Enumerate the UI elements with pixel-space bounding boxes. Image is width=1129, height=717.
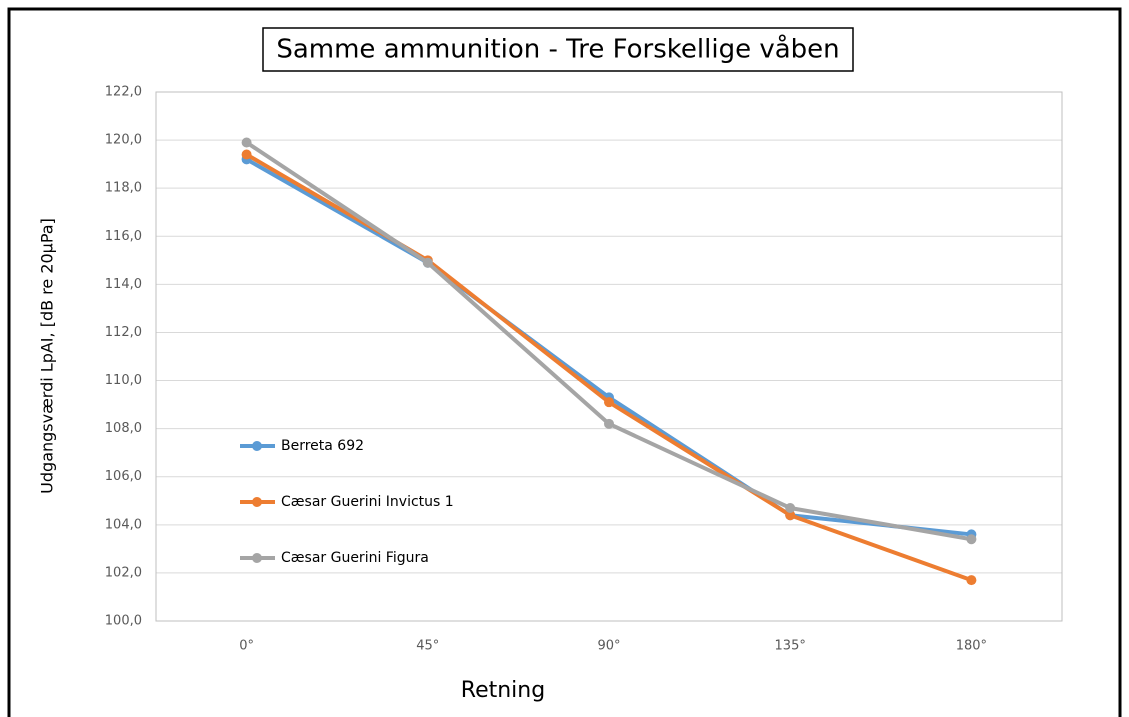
y-tick-label: 104,0 (105, 517, 142, 532)
legend-label: Berreta 692 (281, 438, 364, 454)
y-tick-label: 110,0 (105, 373, 142, 388)
y-tick-label: 116,0 (105, 229, 142, 244)
data-point (785, 510, 796, 521)
y-tick-label: 102,0 (105, 565, 142, 580)
legend-marker (252, 441, 262, 451)
x-axis-label: Retning (461, 678, 545, 703)
y-tick-label: 108,0 (105, 421, 142, 436)
x-tick-label: 45° (416, 639, 439, 654)
data-point (241, 149, 252, 160)
outer-border (7, 7, 1122, 717)
legend-marker (252, 553, 262, 563)
plot-border (155, 91, 1063, 622)
data-point (422, 257, 433, 268)
chart-title: Samme ammunition - Tre Forskellige våben (276, 34, 839, 65)
data-point (966, 534, 977, 545)
data-point (604, 397, 614, 408)
data-point (604, 418, 614, 429)
legend-label: Cæsar Guerini Invictus 1 (281, 494, 454, 510)
series-line (245, 140, 972, 542)
y-tick-label: 118,0 (105, 181, 142, 196)
data-point (785, 502, 796, 513)
y-tick-label: 100,0 (105, 614, 142, 629)
title-box (262, 27, 854, 72)
legend-marker (252, 497, 262, 507)
data-point (241, 137, 252, 148)
x-tick-label: 0° (239, 639, 254, 654)
x-tick-label: 90° (597, 639, 620, 654)
y-tick-label: 120,0 (105, 133, 142, 148)
y-tick-label: 122,0 (105, 85, 142, 100)
y-tick-label: 114,0 (105, 277, 142, 292)
legend-label: Cæsar Guerini Figura (281, 550, 429, 566)
y-tick-label: 112,0 (105, 325, 142, 340)
x-tick-label: 180° (956, 639, 987, 654)
series-line (245, 152, 973, 583)
data-point (966, 575, 977, 586)
y-tick-label: 106,0 (105, 469, 142, 484)
y-axis-label: Udgangsværdi LpAI, [dB re 20µPa] (38, 218, 57, 494)
x-tick-label: 135° (775, 639, 806, 654)
